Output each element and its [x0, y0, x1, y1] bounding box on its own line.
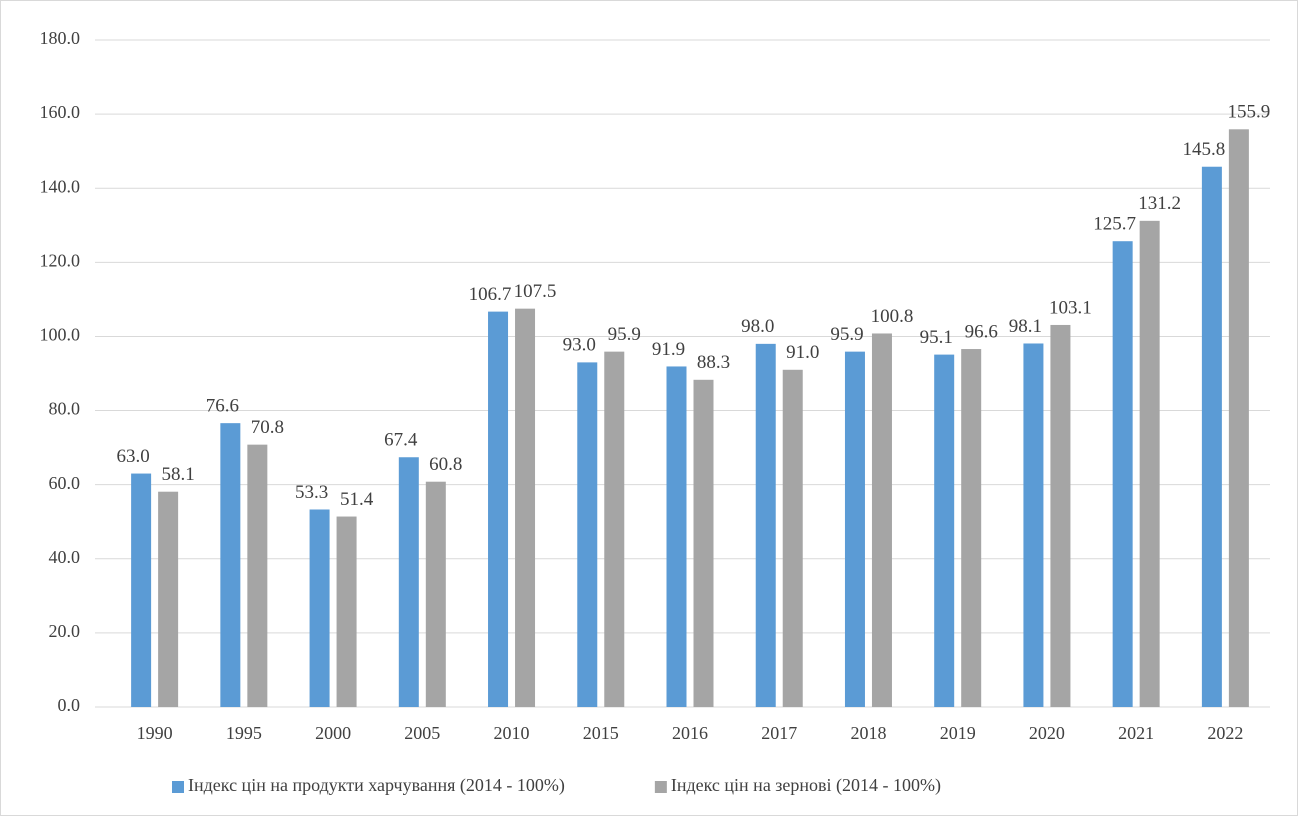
y-tick-label: 80.0 — [49, 399, 81, 419]
bar — [158, 491, 179, 707]
bar — [309, 509, 330, 707]
bar — [755, 343, 776, 707]
data-label: 98.1 — [1009, 316, 1042, 337]
x-tick-label: 2022 — [1207, 723, 1243, 743]
x-tick-label: 2017 — [761, 723, 797, 743]
bar — [1023, 343, 1044, 707]
bar — [1139, 220, 1160, 707]
bar — [934, 354, 955, 707]
data-label: 95.9 — [830, 324, 863, 345]
y-tick-label: 140.0 — [40, 176, 81, 196]
data-label: 91.9 — [652, 339, 685, 360]
bar — [1201, 166, 1222, 708]
bar — [604, 351, 625, 707]
data-label: 58.1 — [161, 464, 194, 485]
data-label: 95.9 — [608, 324, 641, 345]
bar — [782, 369, 803, 707]
data-label: 88.3 — [697, 352, 730, 373]
data-label: 76.6 — [206, 396, 239, 417]
legend-label: Індекс цін на зернові (2014 - 100%) — [671, 775, 941, 796]
bar — [1050, 324, 1071, 707]
data-label: 95.1 — [920, 327, 953, 348]
x-tick-label: 1995 — [226, 723, 262, 743]
data-label: 67.4 — [384, 430, 418, 451]
data-label: 53.3 — [295, 482, 328, 503]
data-label: 131.2 — [1138, 193, 1181, 214]
data-label: 60.8 — [429, 454, 462, 475]
bar — [131, 473, 152, 707]
data-label: 155.9 — [1228, 102, 1271, 123]
data-label: 145.8 — [1183, 139, 1226, 160]
y-tick-label: 40.0 — [49, 547, 81, 567]
data-label: 93.0 — [563, 335, 596, 356]
y-tick-label: 160.0 — [40, 102, 81, 122]
x-tick-label: 2000 — [315, 723, 351, 743]
data-label: 125.7 — [1093, 214, 1136, 235]
bar — [1112, 241, 1133, 707]
bar — [488, 311, 509, 707]
data-label: 100.8 — [871, 306, 914, 327]
y-tick-label: 20.0 — [49, 621, 81, 641]
bar — [871, 333, 892, 707]
bar — [247, 444, 268, 707]
data-label: 103.1 — [1049, 297, 1092, 318]
bar — [220, 423, 241, 707]
data-label: 98.0 — [741, 316, 774, 337]
x-tick-label: 1990 — [137, 723, 173, 743]
y-tick-label: 100.0 — [40, 325, 81, 345]
x-tick-label: 2020 — [1029, 723, 1065, 743]
bar — [1228, 129, 1249, 707]
legend-label: Індекс цін на продукти харчування (2014 … — [188, 775, 565, 796]
y-tick-label: 180.0 — [40, 28, 81, 48]
bar — [515, 308, 536, 707]
bar — [961, 349, 982, 707]
x-tick-label: 2005 — [404, 723, 440, 743]
x-tick-label: 2010 — [494, 723, 530, 743]
data-label: 107.5 — [514, 281, 557, 302]
y-tick-label: 0.0 — [58, 695, 81, 715]
bar — [425, 481, 446, 707]
data-label: 106.7 — [469, 284, 512, 305]
y-tick-label: 60.0 — [49, 473, 81, 493]
legend-swatch — [654, 781, 667, 793]
data-label: 91.0 — [786, 342, 819, 363]
data-label: 51.4 — [340, 489, 374, 510]
data-label: 96.6 — [965, 321, 998, 342]
bar — [693, 379, 714, 707]
x-tick-label: 2021 — [1118, 723, 1154, 743]
y-tick-label: 120.0 — [40, 250, 81, 270]
bar — [844, 351, 865, 707]
data-label: 63.0 — [116, 446, 149, 467]
x-tick-label: 2018 — [850, 723, 886, 743]
bar — [577, 362, 598, 707]
x-tick-label: 2016 — [672, 723, 708, 743]
x-tick-label: 2019 — [940, 723, 976, 743]
x-tick-label: 2015 — [583, 723, 619, 743]
bar — [666, 366, 687, 707]
bar — [336, 516, 357, 707]
bar — [398, 457, 419, 707]
legend-swatch — [172, 781, 184, 793]
data-label: 70.8 — [251, 417, 284, 438]
